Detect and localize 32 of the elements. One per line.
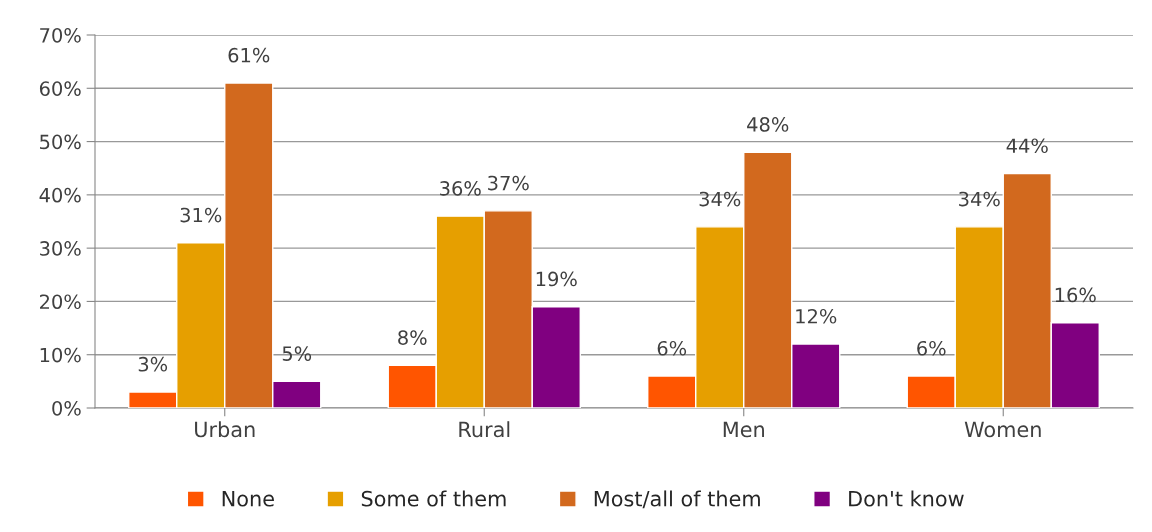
x-tick-label: Women — [964, 421, 1041, 438]
x-tick-label: Rural — [459, 421, 510, 438]
legend-label: Most/all of them — [594, 490, 760, 509]
text: 5% — [282, 346, 312, 361]
x-tick-label: Urban — [195, 421, 255, 438]
x-tick-label: Men — [723, 421, 764, 438]
text: 19% — [536, 271, 577, 287]
text: 48% — [747, 117, 789, 132]
text: 3% — [138, 356, 168, 372]
text: 44% — [1006, 138, 1048, 154]
y-tick-label: 30% — [40, 241, 81, 256]
text: 6% — [657, 340, 687, 356]
y-tick-label: 50% — [40, 134, 81, 150]
y-tick-label: 60% — [39, 81, 81, 96]
text: 34% — [699, 191, 741, 207]
text: 6% — [917, 340, 946, 356]
y-tick-label: 10% — [40, 347, 81, 363]
y-tick-label: 70% — [40, 27, 81, 43]
legend-label: Some of them — [361, 490, 506, 507]
text: 61% — [228, 47, 270, 63]
y-tick-label: 40% — [39, 187, 81, 203]
legend-label: None — [222, 491, 274, 507]
text: 36% — [440, 181, 481, 196]
text: 12% — [796, 308, 837, 324]
text: 8% — [398, 330, 427, 345]
text: 37% — [488, 175, 529, 191]
text: 16% — [1055, 287, 1096, 303]
y-tick-label: 20% — [40, 294, 81, 310]
text: 34% — [959, 191, 1000, 207]
legend-label: Don't know — [849, 490, 964, 507]
text: 31% — [180, 207, 222, 223]
y-tick-label: 0% — [52, 400, 81, 416]
